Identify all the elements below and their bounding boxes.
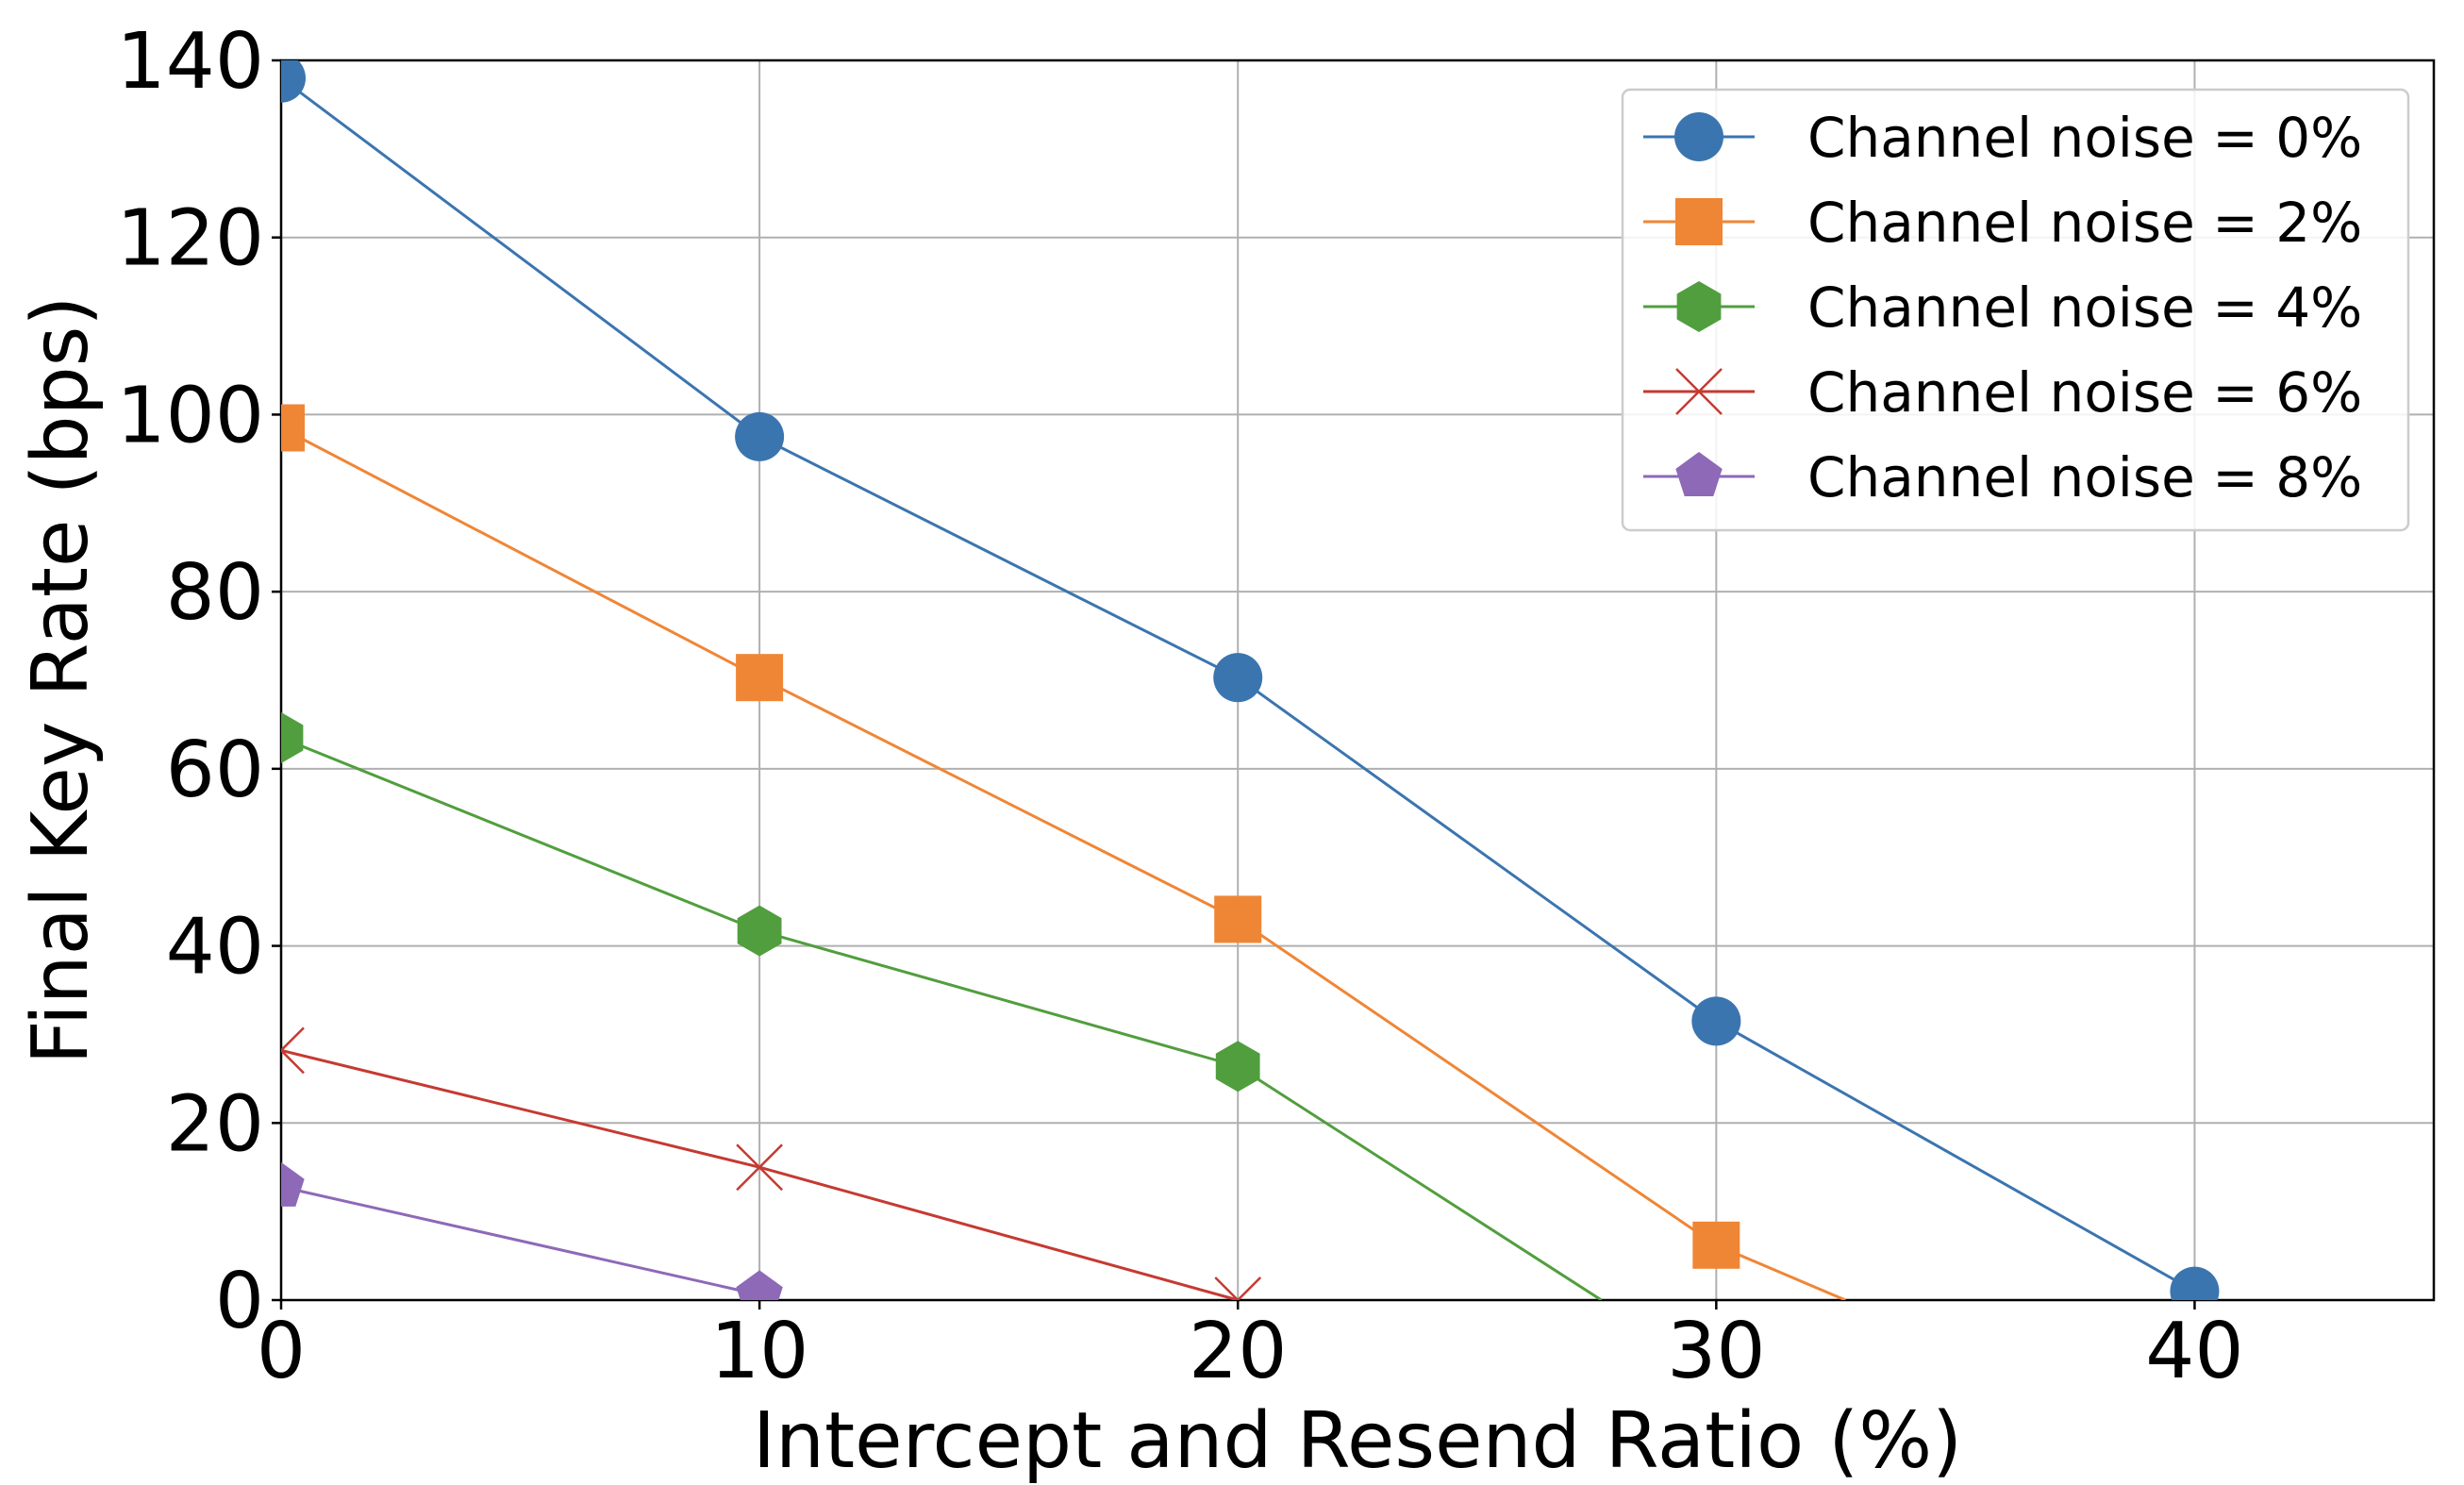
series-line [281,736,1603,1300]
x-tick-label: 20 [1189,1307,1287,1396]
data-point [281,60,306,103]
legend-label: Channel noise = 6% [1807,360,2362,425]
legend-box [1621,88,2410,532]
y-tick-label: 120 [116,194,264,284]
data-point [281,712,304,763]
y-tick-label: 40 [166,903,264,993]
data-point [736,1143,783,1192]
y-tick-label: 140 [116,17,264,107]
legend-marker [1674,112,1723,161]
x-axis-title: Intercept and Resend Ratio (%) [753,1396,1962,1485]
data-point [281,404,305,452]
legend-marker [1675,452,1723,496]
y-tick-label: 60 [166,726,264,815]
legend-item: Channel noise = 4% [1643,275,2362,340]
x-tick-label: 30 [1667,1307,1765,1396]
y-tick-label: 100 [116,371,264,460]
legend-marker [1675,198,1723,245]
legend-label: Channel noise = 4% [1807,275,2362,340]
legend-label: Channel noise = 2% [1807,191,2362,255]
data-point [281,1161,305,1207]
series-4 [281,1161,783,1300]
data-point [737,905,782,957]
data-point [2170,1266,2220,1300]
series-group [281,60,2220,1300]
data-point [735,411,785,461]
legend-item: Channel noise = 2% [1643,191,2362,255]
series-2 [281,712,1603,1300]
data-point [1691,996,1741,1046]
data-point [1214,1276,1262,1300]
legend-label: Channel noise = 8% [1807,445,2362,509]
data-point [1692,1221,1740,1269]
series-0 [281,60,2220,1300]
y-tick-label: 20 [166,1079,264,1169]
series-line [281,1185,760,1296]
data-point [736,1270,783,1300]
y-tick-label: 0 [215,1257,264,1346]
data-point [1214,895,1262,943]
x-tick-label: 10 [710,1307,808,1396]
x-axis-ticks: 0 10 20 30 40 [257,1300,2244,1396]
series-line [281,426,1846,1300]
data-point [281,1026,305,1075]
legend: Channel noise = 0% Channel noise = 2% Chan… [1621,88,2410,532]
x-tick-label: 0 [257,1307,306,1396]
legend-item: Channel noise = 6% [1643,360,2362,425]
data-point [1213,653,1263,703]
legend-item: Channel noise = 0% [1643,106,2362,170]
legend-label: Channel noise = 0% [1807,106,2362,170]
series-3 [281,1026,1262,1300]
legend-marker [1675,368,1723,415]
y-tick-label: 80 [166,548,264,638]
y-axis-ticks: 0 20 40 60 80 100 120 140 [116,17,281,1346]
plot-area [279,58,2436,1302]
series-1 [281,404,1846,1300]
data-point [736,654,784,702]
x-tick-label: 40 [2145,1307,2243,1396]
legend-marker [1676,281,1722,332]
y-axis-title: Final Key Rate (bps) [16,296,106,1065]
data-point [1215,1041,1260,1093]
legend-item: Channel noise = 8% [1643,445,2362,509]
